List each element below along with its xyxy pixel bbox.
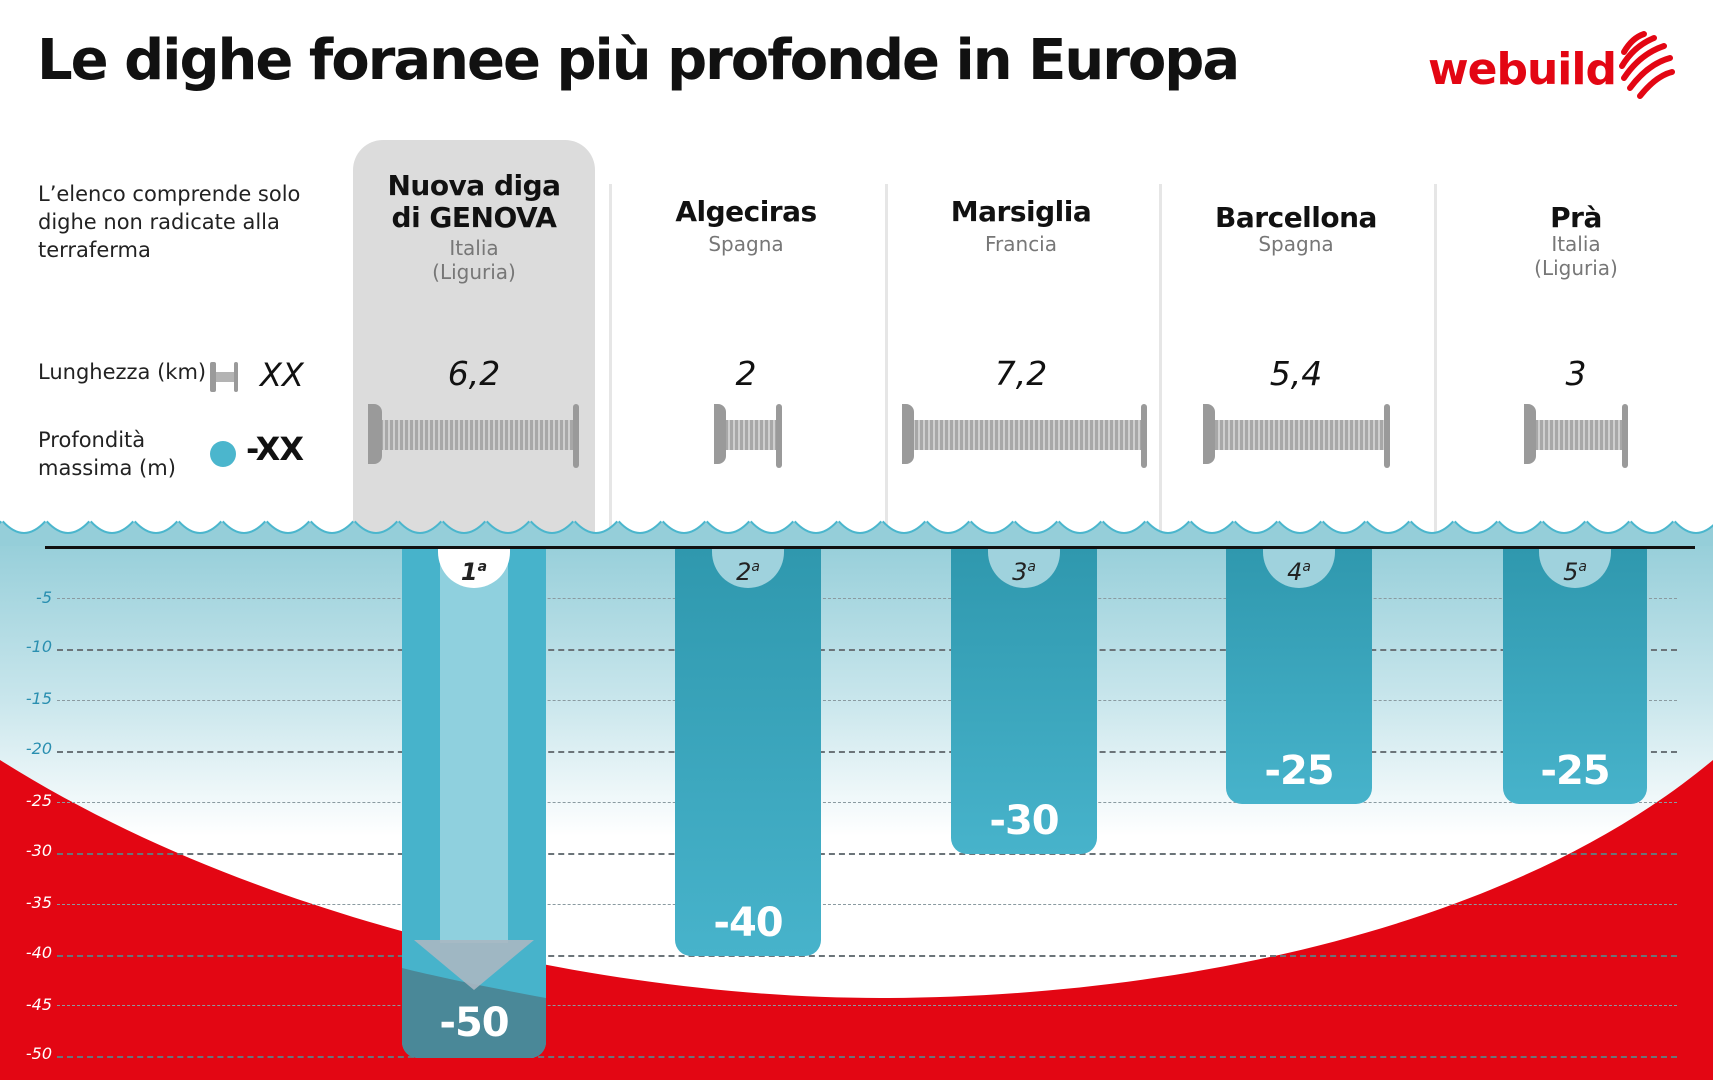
gridline bbox=[57, 598, 1677, 599]
depth-bar-algeciras: -40 2a bbox=[675, 548, 821, 956]
rank-badge: 4a bbox=[1263, 548, 1335, 588]
legend-length-value: XX bbox=[260, 356, 304, 394]
y-tick-label: -45 bbox=[25, 995, 52, 1014]
column-header-genova: Nuova diga di GENOVA Italia (Liguria) bbox=[339, 169, 609, 285]
length-value: 7,2 bbox=[994, 354, 1048, 393]
depth-value: -30 bbox=[989, 798, 1059, 844]
gridline bbox=[57, 649, 1677, 651]
rank-number: 1 bbox=[460, 558, 478, 586]
arrow-down-icon bbox=[402, 940, 546, 1058]
depth-bar-marsiglia: -30 3a bbox=[951, 548, 1097, 854]
y-tick-label: -35 bbox=[25, 893, 52, 912]
length-value: 2 bbox=[735, 354, 757, 393]
depth-bar-barcellona: -25 4a bbox=[1226, 548, 1372, 804]
length-bar-genova bbox=[368, 404, 579, 468]
rank-suffix: a bbox=[1578, 559, 1587, 575]
column-header-marsiglia: Marsiglia Francia bbox=[886, 195, 1156, 257]
legend-depth-value: -XX bbox=[246, 430, 304, 468]
rank-badge: 5a bbox=[1539, 548, 1611, 588]
legend-depth-label: Profondità massima (m) bbox=[38, 426, 176, 482]
y-tick-label: -15 bbox=[25, 689, 52, 708]
y-tick-label: -40 bbox=[25, 943, 52, 962]
length-value: 5,4 bbox=[1269, 354, 1323, 393]
y-tick-label: -20 bbox=[25, 739, 52, 758]
rank-badge: 2a bbox=[712, 548, 784, 588]
webuild-globe-icon bbox=[1619, 31, 1675, 99]
column-divider bbox=[1159, 184, 1162, 544]
length-bar-algeciras bbox=[714, 404, 782, 468]
dam-country: Spagna bbox=[708, 232, 784, 256]
dam-country: Italia bbox=[1551, 232, 1601, 256]
depth-value: -25 bbox=[1540, 748, 1610, 794]
y-tick-label: -50 bbox=[25, 1044, 52, 1063]
gridline bbox=[57, 1056, 1677, 1058]
y-tick-label: -10 bbox=[25, 637, 52, 656]
dam-name: Marsiglia bbox=[950, 195, 1092, 228]
dam-country: Italia bbox=[449, 236, 499, 260]
length-bar-barcellona bbox=[1203, 404, 1390, 468]
rank-number: 4 bbox=[1287, 558, 1303, 586]
gridline bbox=[57, 751, 1677, 753]
arrow-shaft bbox=[440, 548, 508, 943]
rank-number: 2 bbox=[736, 558, 752, 586]
gridline bbox=[57, 955, 1677, 957]
dam-country: Francia bbox=[984, 232, 1057, 256]
dam-country: Spagna bbox=[1258, 232, 1334, 256]
rank-suffix: a bbox=[751, 559, 760, 575]
dam-region: (Liguria) bbox=[432, 260, 516, 284]
depth-bar-pra: -25 5a bbox=[1503, 548, 1647, 804]
length-value: 6,2 bbox=[447, 354, 501, 393]
dam-region: (Liguria) bbox=[1534, 256, 1618, 280]
page-title: Le dighe foranee più profonde in Europa bbox=[37, 28, 1240, 93]
genova-highlight bbox=[353, 140, 595, 560]
rank-badge: 3a bbox=[988, 548, 1060, 588]
rank-suffix: a bbox=[1027, 559, 1036, 575]
column-header-algeciras: Algeciras Spagna bbox=[611, 195, 881, 257]
column-divider bbox=[609, 184, 612, 544]
seabed-shape bbox=[0, 760, 1713, 1080]
depth-value: -25 bbox=[1264, 748, 1334, 794]
depth-value: -50 bbox=[439, 1000, 509, 1046]
length-bar-pra bbox=[1524, 404, 1628, 468]
legend-depth-label-line1: Profondità bbox=[38, 428, 146, 452]
rank-number: 5 bbox=[1563, 558, 1579, 586]
legend-depth-label-line2: massima (m) bbox=[38, 456, 176, 480]
length-value: 3 bbox=[1565, 354, 1587, 393]
rank-suffix: a bbox=[1302, 559, 1311, 575]
length-bars bbox=[368, 404, 1628, 468]
legend-note: L’elenco comprende solo dighe non radica… bbox=[38, 182, 301, 262]
y-tick-label: -30 bbox=[25, 841, 52, 860]
length-icon bbox=[210, 362, 238, 392]
y-tick-label: -5 bbox=[36, 588, 52, 607]
rank-suffix: a bbox=[477, 559, 488, 575]
length-bar-marsiglia bbox=[902, 404, 1147, 468]
y-tick-label: -25 bbox=[25, 791, 52, 810]
rank-number: 3 bbox=[1012, 558, 1028, 586]
gridline bbox=[57, 904, 1677, 905]
sea-level-line bbox=[45, 546, 1695, 549]
logo-text: webuild bbox=[1428, 44, 1617, 95]
column-divider bbox=[1434, 184, 1437, 544]
wave-line bbox=[0, 516, 1713, 546]
dam-name: Nuova diga bbox=[387, 169, 561, 202]
gridline bbox=[57, 1005, 1677, 1006]
dam-name: Barcellona bbox=[1215, 201, 1377, 234]
dam-name-line2: di GENOVA bbox=[391, 201, 557, 234]
column-header-pra: Prà Italia (Liguria) bbox=[1441, 201, 1711, 281]
gridline bbox=[57, 700, 1677, 701]
depth-value: -40 bbox=[713, 900, 783, 946]
dam-name: Algeciras bbox=[675, 195, 817, 228]
depth-dot-icon bbox=[210, 441, 236, 467]
depth-bar-genova: -50 1a bbox=[402, 548, 546, 1058]
dam-name: Prà bbox=[1550, 201, 1602, 234]
gridline bbox=[57, 853, 1677, 855]
legend-length-label: Lunghezza (km) bbox=[38, 360, 207, 384]
column-divider bbox=[885, 184, 888, 544]
column-header-barcellona: Barcellona Spagna bbox=[1161, 201, 1431, 257]
gridline bbox=[57, 802, 1677, 803]
webuild-logo: webuild bbox=[1428, 30, 1688, 100]
